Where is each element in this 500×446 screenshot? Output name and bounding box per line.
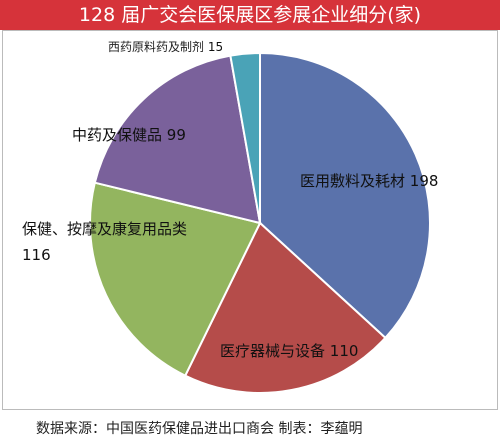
category-label: 中药及保健品 [72, 126, 163, 144]
category-label: 医疗器械与设备 [220, 342, 326, 360]
pie-slice [229, 51, 261, 224]
category-label: 医用敷料及耗材 [300, 172, 406, 190]
value-label: 15 [207, 40, 224, 54]
slice-label: 西药原料药及制剂 15 [108, 34, 328, 60]
value-label: 116 [22, 246, 51, 264]
value-label: 110 [329, 342, 359, 360]
pie-slice [89, 181, 262, 378]
category-label: 保健、按摩及康复用品类 [22, 220, 188, 238]
category-label: 西药原料药及制剂 [108, 40, 205, 54]
slice-label: 中药及保健品 99 [72, 122, 272, 148]
value-label: 198 [409, 172, 439, 190]
slice-label: 医用敷料及耗材 198 [300, 168, 500, 194]
value-label: 99 [166, 126, 186, 144]
source: 数据来源：中国医药保健品进出口商会 [36, 421, 274, 437]
pie-slice [259, 51, 431, 340]
footer: 数据来源：中国医药保健品进出口商会 制表：李蕴明 [36, 418, 362, 438]
pie-slice [93, 54, 262, 225]
slice-label: 保健、按摩及康复用品类 116 [22, 216, 198, 268]
author: 制表：李蕴明 [278, 421, 363, 437]
frame [2, 30, 498, 410]
chart-title: 128 届广交会医保展区参展企业细分(家) [0, 0, 500, 30]
slice-label: 医疗器械与设备 110 [220, 338, 420, 364]
pie-slice [183, 221, 387, 394]
